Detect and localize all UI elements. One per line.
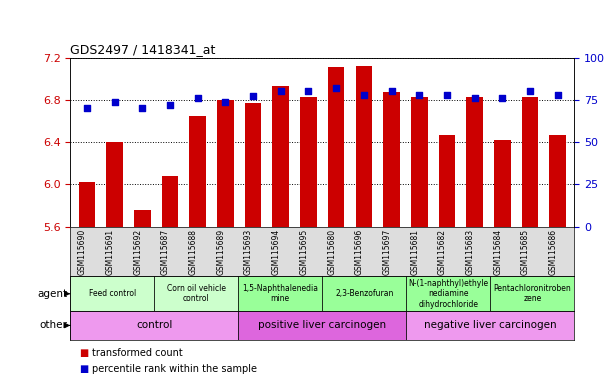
Bar bbox=[238, 311, 406, 340]
Bar bbox=[494, 140, 511, 227]
Bar bbox=[70, 311, 238, 340]
Bar bbox=[238, 276, 323, 311]
Point bbox=[165, 102, 175, 108]
Text: Feed control: Feed control bbox=[89, 289, 136, 298]
Text: GSM115688: GSM115688 bbox=[189, 229, 198, 275]
Point bbox=[193, 95, 203, 101]
Bar bbox=[154, 276, 238, 311]
Text: Corn oil vehicle
control: Corn oil vehicle control bbox=[167, 284, 226, 303]
Point bbox=[221, 98, 230, 104]
Bar bbox=[466, 97, 483, 227]
Text: GSM115694: GSM115694 bbox=[272, 229, 281, 275]
Bar bbox=[522, 97, 538, 227]
Text: control: control bbox=[136, 320, 172, 331]
Bar bbox=[411, 97, 428, 227]
Bar bbox=[245, 103, 262, 227]
Bar bbox=[189, 116, 206, 227]
Text: percentile rank within the sample: percentile rank within the sample bbox=[92, 364, 257, 374]
Text: GDS2497 / 1418341_at: GDS2497 / 1418341_at bbox=[70, 43, 216, 56]
Point bbox=[470, 95, 480, 101]
Text: GSM115684: GSM115684 bbox=[493, 229, 502, 275]
Point bbox=[304, 88, 313, 94]
Bar bbox=[79, 182, 95, 227]
Text: GSM115690: GSM115690 bbox=[78, 229, 87, 275]
Point bbox=[359, 92, 368, 98]
Bar bbox=[106, 142, 123, 227]
Text: ■: ■ bbox=[79, 364, 89, 374]
Text: GSM115695: GSM115695 bbox=[299, 229, 309, 275]
Bar bbox=[406, 276, 490, 311]
Bar bbox=[406, 311, 574, 340]
Text: GSM115696: GSM115696 bbox=[355, 229, 364, 275]
Bar bbox=[134, 210, 150, 227]
Bar bbox=[328, 67, 345, 227]
Text: N-(1-naphthyl)ethyle
nediamine
dihydrochloride: N-(1-naphthyl)ethyle nediamine dihydroch… bbox=[408, 279, 488, 309]
Bar bbox=[383, 93, 400, 227]
Text: GSM115697: GSM115697 bbox=[382, 229, 392, 275]
Bar bbox=[323, 276, 406, 311]
Point bbox=[414, 92, 424, 98]
Text: other: other bbox=[39, 320, 67, 331]
Bar bbox=[217, 100, 233, 227]
Point bbox=[110, 98, 120, 104]
Point bbox=[387, 88, 397, 94]
Bar bbox=[70, 276, 154, 311]
Point bbox=[525, 88, 535, 94]
Text: ■: ■ bbox=[79, 348, 89, 358]
Text: 2,3-Benzofuran: 2,3-Benzofuran bbox=[335, 289, 393, 298]
Bar bbox=[273, 86, 289, 227]
Text: positive liver carcinogen: positive liver carcinogen bbox=[258, 320, 386, 331]
Point bbox=[276, 88, 286, 94]
Point bbox=[331, 85, 341, 91]
Text: agent: agent bbox=[37, 289, 67, 299]
Text: 1,5-Naphthalenedia
mine: 1,5-Naphthalenedia mine bbox=[243, 284, 318, 303]
Text: GSM115681: GSM115681 bbox=[410, 229, 419, 275]
Text: Pentachloronitroben
zene: Pentachloronitroben zene bbox=[494, 284, 571, 303]
Point bbox=[82, 105, 92, 111]
Bar bbox=[300, 97, 316, 227]
Text: GSM115683: GSM115683 bbox=[466, 229, 475, 275]
Text: GSM115682: GSM115682 bbox=[438, 229, 447, 275]
Text: GSM115689: GSM115689 bbox=[216, 229, 225, 275]
Bar bbox=[490, 276, 574, 311]
Point bbox=[497, 95, 507, 101]
Text: negative liver carcinogen: negative liver carcinogen bbox=[424, 320, 557, 331]
Point bbox=[442, 92, 452, 98]
Text: GSM115693: GSM115693 bbox=[244, 229, 253, 275]
Bar bbox=[356, 66, 372, 227]
Point bbox=[553, 92, 563, 98]
Bar bbox=[439, 135, 455, 227]
Text: GSM115691: GSM115691 bbox=[106, 229, 115, 275]
Text: GSM115686: GSM115686 bbox=[549, 229, 558, 275]
Text: GSM115680: GSM115680 bbox=[327, 229, 336, 275]
Bar bbox=[162, 176, 178, 227]
Text: GSM115687: GSM115687 bbox=[161, 229, 170, 275]
Text: GSM115685: GSM115685 bbox=[521, 229, 530, 275]
Text: GSM115692: GSM115692 bbox=[133, 229, 142, 275]
Text: transformed count: transformed count bbox=[92, 348, 183, 358]
Point bbox=[248, 93, 258, 99]
Bar bbox=[549, 135, 566, 227]
Point bbox=[137, 105, 147, 111]
